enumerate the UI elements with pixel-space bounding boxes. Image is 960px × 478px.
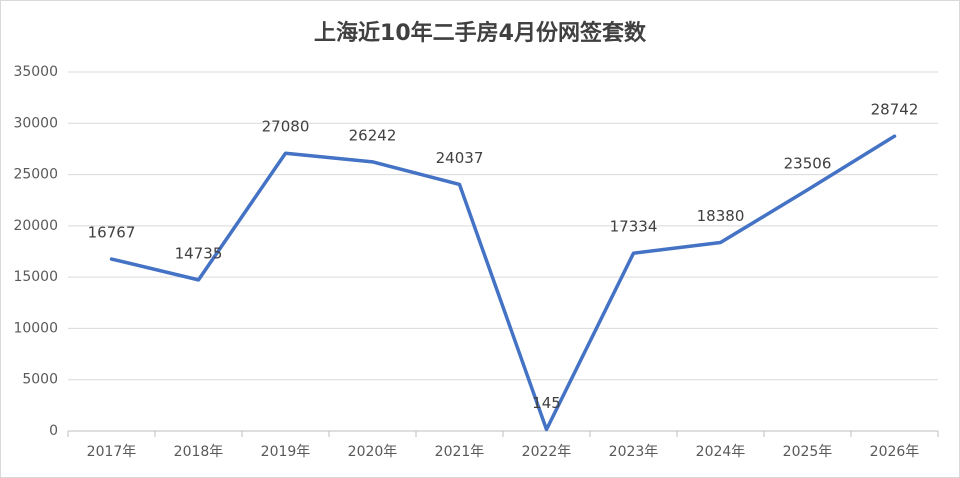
data-label: 145 — [532, 394, 561, 412]
y-tick-label: 35000 — [13, 64, 58, 80]
y-tick-label: 30000 — [13, 115, 58, 131]
data-label: 27080 — [262, 118, 310, 136]
data-label: 24037 — [436, 149, 484, 167]
y-tick-label: 25000 — [13, 167, 58, 183]
x-tick-label: 2018年 — [174, 444, 224, 460]
x-tick-label: 2022年 — [522, 444, 572, 460]
x-tick-label: 2026年 — [870, 444, 920, 460]
x-tick-label: 2020年 — [348, 444, 398, 460]
x-tick-label: 2024年 — [696, 444, 746, 460]
x-tick-label: 2021年 — [435, 444, 485, 460]
x-tick-label: 2025年 — [783, 444, 833, 460]
y-tick-label: 15000 — [13, 269, 58, 285]
data-label: 28742 — [871, 101, 919, 119]
y-tick-label: 10000 — [13, 320, 58, 336]
data-label: 17334 — [610, 218, 658, 236]
data-label: 23506 — [784, 154, 832, 172]
data-label: 16767 — [88, 224, 136, 242]
y-tick-label: 5000 — [22, 372, 58, 388]
y-tick-label: 20000 — [13, 218, 58, 234]
x-tick-label: 2017年 — [87, 444, 137, 460]
y-tick-label: 0 — [49, 423, 58, 439]
data-label: 14735 — [175, 244, 223, 262]
data-label: 26242 — [349, 126, 397, 144]
x-tick-label: 2019年 — [261, 444, 311, 460]
data-line — [109, 134, 897, 432]
data-label: 18380 — [697, 207, 745, 225]
chart-title: 上海近10年二手房4月份网签套数 — [314, 20, 647, 46]
x-tick-label: 2023年 — [609, 444, 659, 460]
